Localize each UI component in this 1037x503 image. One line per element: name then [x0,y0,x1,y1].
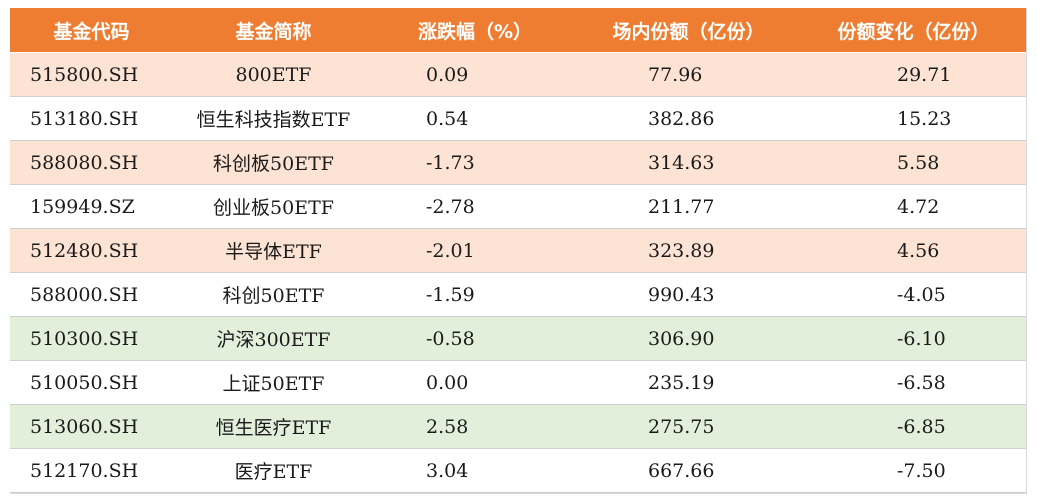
table-row: 515800.SH 800ETF 0.09 77.96 29.71 [10,52,1026,97]
fund-name-cell: 沪深300ETF [173,316,374,361]
table-row: 510050.SH 上证50ETF 0.00 235.19 -6.58 [10,360,1026,405]
fund-code-cell: 159949.SZ [10,184,173,229]
header-shares: 场内份额（亿份） [576,8,801,53]
share-change-cell: -4.05 [801,272,1026,317]
fund-code-cell: 512480.SH [10,228,173,273]
table-header: 基金代码 基金简称 涨跌幅（%） 场内份额（亿份） 份额变化（亿份） [10,8,1026,53]
fund-code-cell: 588000.SH [10,272,173,317]
share-change-cell: 4.56 [801,228,1026,273]
change-pct-cell: 0.00 [374,360,576,405]
shares-cell: 211.77 [576,184,801,229]
shares-cell: 323.89 [576,228,801,273]
fund-name-cell: 创业板50ETF [173,184,374,229]
change-pct-cell: -2.01 [374,228,576,273]
fund-code-cell: 512170.SH [10,448,173,493]
header-fund-name: 基金简称 [173,8,374,53]
table-body: 515800.SH 800ETF 0.09 77.96 29.71 513180.SH 恒生… [10,52,1026,493]
share-change-cell: 4.72 [801,184,1026,229]
fund-name-cell: 科创板50ETF [173,140,374,185]
header-share-change: 份额变化（亿份） [801,8,1026,53]
fund-code-cell: 510050.SH [10,360,173,405]
fund-name-cell: 恒生医疗ETF [173,404,374,449]
fund-code-cell: 513060.SH [10,404,173,449]
table-row: 513060.SH 恒生医疗ETF 2.58 275.75 -6.85 [10,404,1026,449]
etf-share-table-container: 基金代码 基金简称 涨跌幅（%） 场内份额（亿份） 份额变化（亿份） 51580… [10,8,1027,494]
share-change-cell: -6.10 [801,316,1026,361]
share-change-cell: -6.85 [801,404,1026,449]
fund-name-cell: 半导体ETF [173,228,374,273]
shares-cell: 314.63 [576,140,801,185]
shares-cell: 235.19 [576,360,801,405]
header-change-pct: 涨跌幅（%） [374,8,576,53]
change-pct-cell: 3.04 [374,448,576,493]
fund-name-cell: 医疗ETF [173,448,374,493]
table-row: 159949.SZ 创业板50ETF -2.78 211.77 4.72 [10,184,1026,229]
share-change-cell: 29.71 [801,52,1026,97]
change-pct-cell: 2.58 [374,404,576,449]
change-pct-cell: -1.73 [374,140,576,185]
table-row: 512170.SH 医疗ETF 3.04 667.66 -7.50 [10,448,1026,493]
fund-name-cell: 上证50ETF [173,360,374,405]
share-change-cell: -7.50 [801,448,1026,493]
shares-cell: 306.90 [576,316,801,361]
table-row: 512480.SH 半导体ETF -2.01 323.89 4.56 [10,228,1026,273]
shares-cell: 382.86 [576,96,801,141]
change-pct-cell: -2.78 [374,184,576,229]
fund-code-cell: 513180.SH [10,96,173,141]
table-row: 510300.SH 沪深300ETF -0.58 306.90 -6.10 [10,316,1026,361]
shares-cell: 667.66 [576,448,801,493]
share-change-cell: -6.58 [801,360,1026,405]
share-change-cell: 15.23 [801,96,1026,141]
fund-name-cell: 科创50ETF [173,272,374,317]
fund-name-cell: 800ETF [173,52,374,97]
change-pct-cell: -1.59 [374,272,576,317]
etf-share-table: 基金代码 基金简称 涨跌幅（%） 场内份额（亿份） 份额变化（亿份） 51580… [10,8,1026,493]
header-row: 基金代码 基金简称 涨跌幅（%） 场内份额（亿份） 份额变化（亿份） [10,8,1026,53]
shares-cell: 77.96 [576,52,801,97]
fund-code-cell: 588080.SH [10,140,173,185]
shares-cell: 990.43 [576,272,801,317]
change-pct-cell: 0.54 [374,96,576,141]
header-fund-code: 基金代码 [10,8,173,53]
table-row: 588000.SH 科创50ETF -1.59 990.43 -4.05 [10,272,1026,317]
change-pct-cell: 0.09 [374,52,576,97]
fund-name-cell: 恒生科技指数ETF [173,96,374,141]
share-change-cell: 5.58 [801,140,1026,185]
change-pct-cell: -0.58 [374,316,576,361]
shares-cell: 275.75 [576,404,801,449]
fund-code-cell: 510300.SH [10,316,173,361]
table-row: 513180.SH 恒生科技指数ETF 0.54 382.86 15.23 [10,96,1026,141]
table-row: 588080.SH 科创板50ETF -1.73 314.63 5.58 [10,140,1026,185]
fund-code-cell: 515800.SH [10,52,173,97]
